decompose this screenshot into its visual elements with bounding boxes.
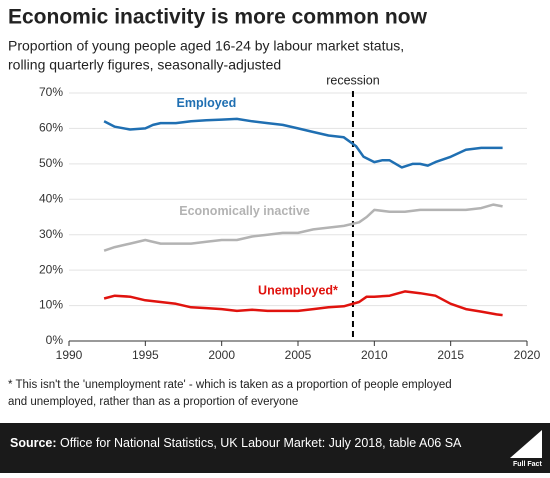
subtitle: rolling quarterly figures, seasonally-ad… <box>8 57 281 73</box>
logo: Full Fact <box>513 461 542 468</box>
y-tick-label: 0% <box>46 333 64 347</box>
footer-bar <box>0 423 550 473</box>
logo-shape <box>510 430 542 458</box>
x-tick-label: 1990 <box>56 348 83 362</box>
series-line <box>103 117 503 169</box>
series-line <box>103 203 503 252</box>
series-label: Unemployed* <box>258 284 338 298</box>
y-tick-label: 30% <box>39 227 63 241</box>
y-tick-label: 10% <box>39 298 63 312</box>
recession-label: recession <box>326 73 380 87</box>
x-tick-label: 2000 <box>208 348 235 362</box>
x-tick-label: 2015 <box>437 348 464 362</box>
source-label: Source: <box>10 436 57 450</box>
source: Source: Office for National Statistics, … <box>10 436 462 450</box>
y-tick-label: 20% <box>39 262 63 276</box>
series-label: Employed <box>177 96 237 110</box>
x-tick-label: 2020 <box>514 348 541 362</box>
series-line <box>103 290 503 317</box>
chart-title: Economic inactivity is more common now <box>8 6 428 29</box>
series-label: Economically inactive <box>179 204 310 218</box>
x-tick-label: 2005 <box>285 348 312 362</box>
y-tick-label: 50% <box>39 156 63 170</box>
x-tick-label: 1995 <box>132 348 159 362</box>
y-tick-label: 60% <box>39 121 63 135</box>
footnote: and unemployed, rather than as a proport… <box>8 396 298 408</box>
y-tick-label: 70% <box>39 85 63 99</box>
subtitle: Proportion of young people aged 16-24 by… <box>8 38 404 54</box>
footnote: * This isn't the 'unemployment rate' - w… <box>8 379 452 391</box>
source-text: Office for National Statistics, UK Labou… <box>60 436 462 450</box>
y-tick-label: 40% <box>39 191 63 205</box>
x-tick-label: 2010 <box>361 348 388 362</box>
